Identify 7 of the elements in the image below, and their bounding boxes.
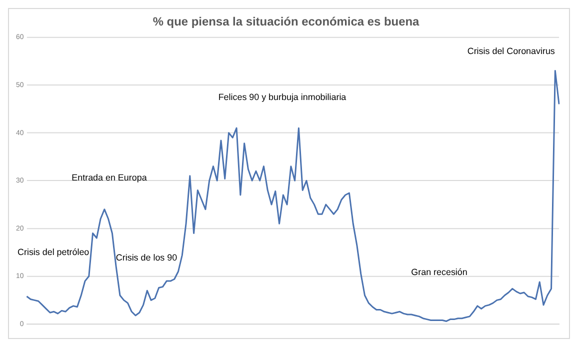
annotation: Crisis del petróleo: [18, 246, 90, 257]
annotation: Felices 90 y burbuja inmobiliaria: [218, 92, 346, 102]
annotation: Entrada en Europa: [72, 172, 147, 182]
chart-title: % que piensa la situación económica es buena: [152, 14, 420, 28]
annotation: Crisis del Coronavirus: [467, 46, 556, 56]
annotation: Gran recesión: [411, 266, 468, 277]
annotation: Crisis de los 90: [116, 252, 178, 263]
